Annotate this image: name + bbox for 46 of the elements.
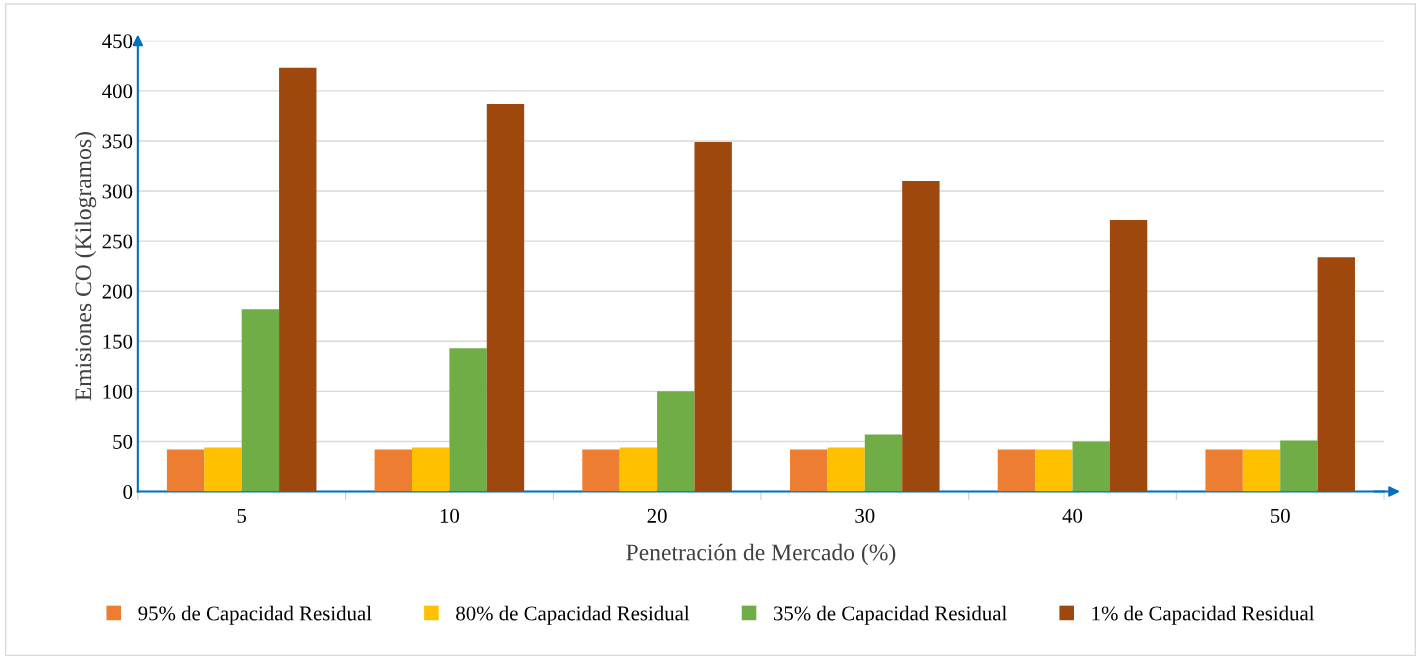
bar (374, 449, 412, 492)
legend-label: 35% de Capacidad Residual (774, 605, 1007, 625)
bar (1280, 440, 1318, 492)
legend-label: 95% de Capacidad Residual (138, 605, 372, 625)
y-tick-label: 200 (102, 284, 133, 299)
y-tick-label: 0 (123, 484, 133, 499)
y-tick-label: 450 (102, 34, 133, 49)
bar (582, 449, 620, 492)
x-tick-label: 40 (1062, 508, 1083, 523)
x-axis-title: Penetración de Mercado (%) (626, 543, 896, 566)
legend-label: 1% de Capacidad Residual (1092, 605, 1315, 625)
bar (449, 348, 487, 492)
x-tick-label: 20 (647, 508, 667, 523)
bar (657, 391, 695, 492)
bar (790, 449, 828, 492)
bar (997, 449, 1036, 492)
bar (1242, 449, 1281, 492)
bar (619, 447, 658, 492)
y-tick-label: 350 (102, 134, 133, 149)
bar (279, 67, 317, 492)
y-axis-title: Emisiones CO (Kilogramos) (74, 132, 97, 401)
bar (1205, 449, 1243, 492)
y-tick-label: 150 (103, 334, 133, 349)
bar (204, 447, 242, 492)
bar (166, 449, 205, 492)
x-tick-label: 10 (440, 508, 460, 523)
bar (412, 447, 450, 492)
bar (1317, 257, 1355, 492)
x-tick-label: 5 (237, 509, 247, 523)
bar (694, 141, 732, 492)
bar (827, 447, 865, 492)
y-tick-label: 400 (102, 84, 133, 99)
bar (864, 434, 903, 492)
y-tick-label: 50 (113, 434, 133, 449)
x-tick-label: 50 (1271, 508, 1290, 523)
y-tick-label: 250 (102, 234, 133, 249)
legend-label: 80% de Capacidad Residual (456, 605, 690, 625)
bar (1035, 449, 1073, 492)
bar (902, 181, 940, 492)
bar (1109, 220, 1148, 492)
y-tick-label: 100 (103, 384, 133, 399)
bar (241, 309, 280, 492)
x-tick-label: 30 (855, 508, 875, 523)
y-tick-label: 300 (102, 184, 133, 199)
bar (486, 103, 525, 492)
bar (1072, 441, 1110, 492)
